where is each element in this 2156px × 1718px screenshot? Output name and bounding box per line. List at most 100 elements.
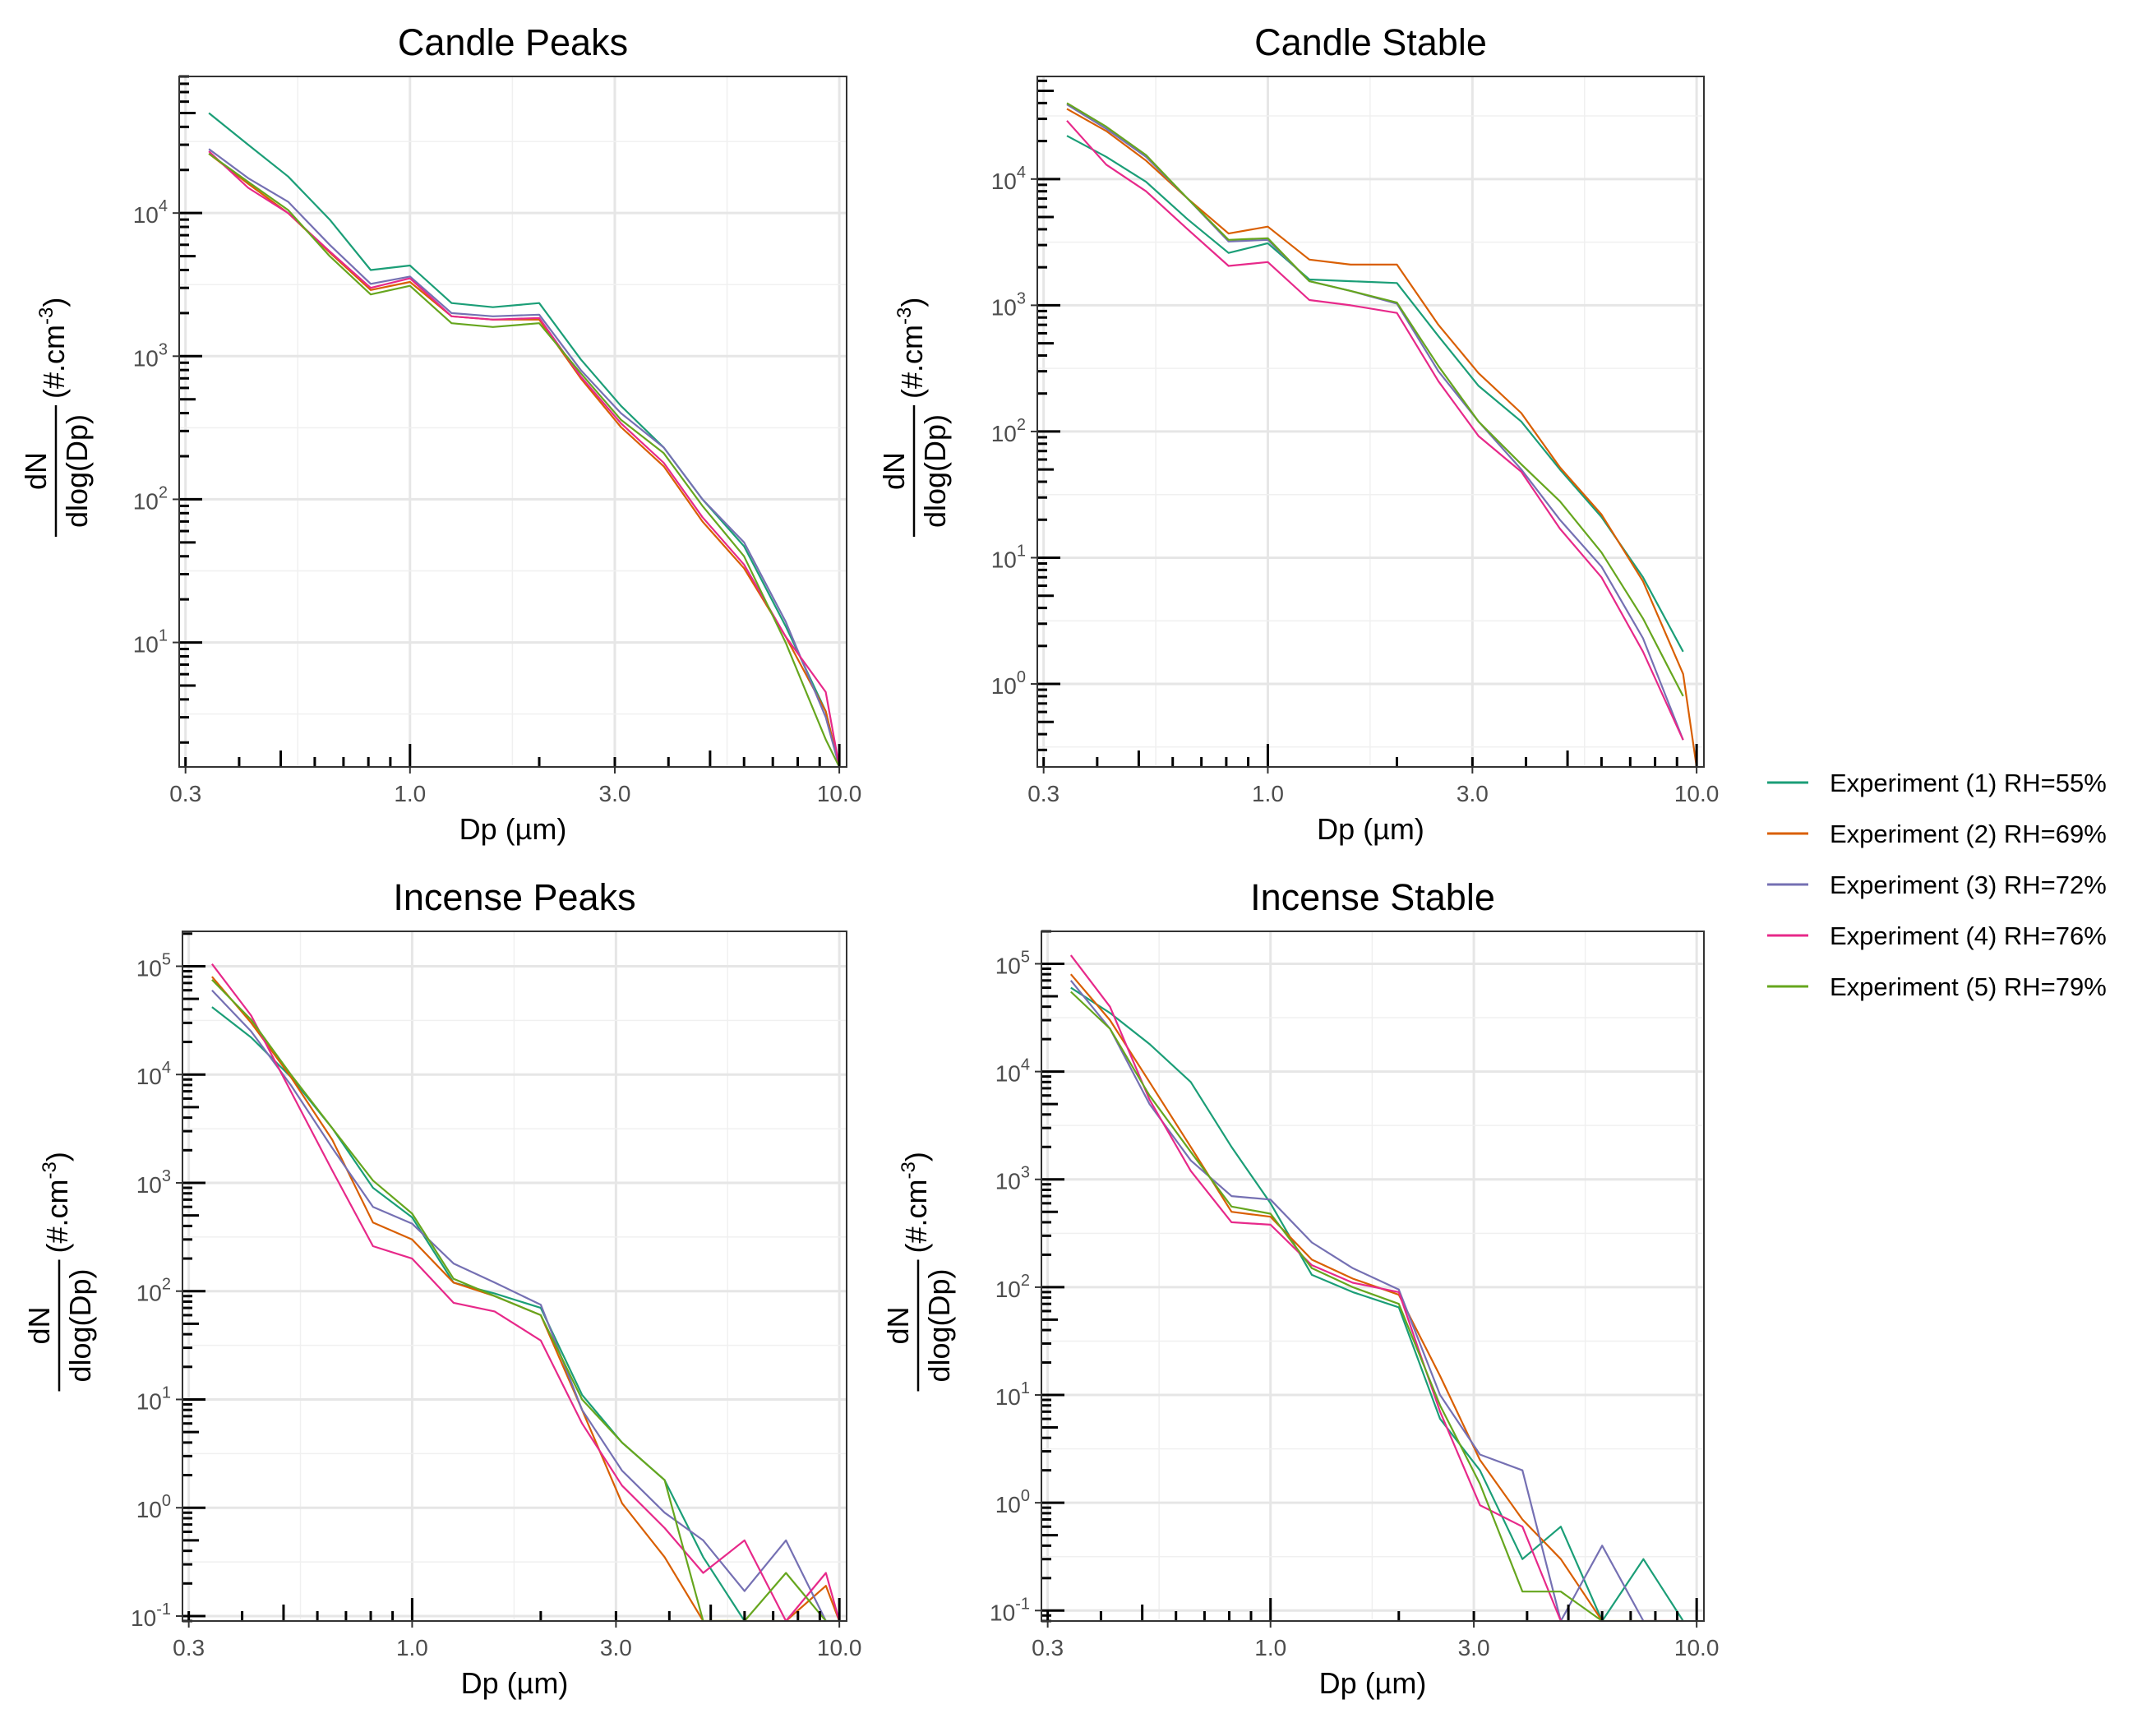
x-tick-label: 1.0 xyxy=(1254,1635,1286,1660)
y-tick-label: 100 xyxy=(995,1487,1030,1517)
y-title-denominator: dlog(Dp) xyxy=(918,414,952,528)
y-title-unit: (#.cm-3) xyxy=(35,298,71,399)
x-tick-label: 0.3 xyxy=(173,1635,205,1660)
gridlines xyxy=(1041,931,1704,1621)
y-tick-label: 104 xyxy=(136,1059,171,1089)
x-tick-label: 10.0 xyxy=(817,1635,862,1660)
y-tick-label: 105 xyxy=(995,948,1030,978)
x-axis-title: Dp (µm) xyxy=(1319,1666,1427,1700)
x-tick-label: 3.0 xyxy=(599,781,631,806)
axes: 0.3 1.0 3.0 10.0 100 101 102 103 104 xyxy=(991,164,1720,806)
legend-item-4: Experiment (4) RH=76% xyxy=(1767,921,2107,950)
y-axis-title: dN dlog(Dp) (#.cm-3) xyxy=(19,298,94,537)
series-lines xyxy=(1066,102,1698,767)
legend-label: Experiment (5) RH=79% xyxy=(1830,972,2107,1001)
x-tick-label: 0.3 xyxy=(1032,1635,1064,1660)
panel-title: Candle Stable xyxy=(1254,21,1487,63)
x-tick-label: 1.0 xyxy=(396,1635,428,1660)
y-tick-label: 10-1 xyxy=(131,1600,171,1631)
panel-border xyxy=(1036,76,1705,768)
panel-candle-stable: 0.3 1.0 3.0 10.0 100 101 102 103 104 Candle Stabl… xyxy=(877,21,1719,846)
y-title-denominator: dlog(Dp) xyxy=(63,1268,97,1382)
y-tick-label: 101 xyxy=(995,1379,1030,1410)
y-tick-label: 101 xyxy=(133,627,168,658)
y-axis-title: dN dlog(Dp) (#.cm-3) xyxy=(881,1152,956,1392)
series-lines xyxy=(1069,954,1684,1621)
y-title-unit: (#.cm-3) xyxy=(898,1152,933,1253)
series-line-5 xyxy=(1070,991,1603,1621)
legend: Experiment (1) RH=55% Experiment (2) RH=6… xyxy=(1767,769,2107,1001)
series-line-5 xyxy=(208,153,841,767)
panel-border xyxy=(178,76,847,768)
x-tick-label: 3.0 xyxy=(600,1635,632,1660)
y-title-unit: (#.cm-3) xyxy=(39,1152,74,1253)
x-tick-label: 0.3 xyxy=(1027,781,1060,806)
chart-panels: 0.3 1.0 3.0 10.0 101 102 103 104 Candle Peaks Dp … xyxy=(19,21,1719,1700)
series-line-3 xyxy=(211,989,840,1621)
log-ticks xyxy=(179,75,841,767)
x-tick-label: 1.0 xyxy=(1252,781,1284,806)
axes: 0.3 1.0 3.0 10.0 101 102 103 104 xyxy=(133,197,862,806)
panel-border xyxy=(182,931,847,1622)
y-tick-label: 102 xyxy=(133,483,168,514)
series-line-3 xyxy=(1069,980,1683,1621)
y-title-denominator: dlog(Dp) xyxy=(60,414,94,528)
y-tick-label: 100 xyxy=(991,668,1026,699)
y-tick-label: 102 xyxy=(995,1272,1030,1302)
legend-label: Experiment (1) RH=55% xyxy=(1830,769,2107,797)
panel-incense-stable: 0.3 1.0 3.0 10.0 10-1 100 101 102 103 104 105 Incen… xyxy=(881,876,1719,1700)
y-tick-label: 101 xyxy=(136,1383,171,1414)
y-tick-label: 103 xyxy=(133,340,168,371)
y-tick-label: 100 xyxy=(136,1492,171,1522)
y-tick-label: 10-1 xyxy=(990,1595,1030,1625)
legend-item-2: Experiment (2) RH=69% xyxy=(1767,820,2107,848)
y-tick-label: 105 xyxy=(136,950,171,981)
y-title-unit: (#.cm-3) xyxy=(893,298,929,399)
series-line-4 xyxy=(211,963,841,1621)
y-tick-label: 102 xyxy=(991,416,1026,446)
x-tick-label: 0.3 xyxy=(169,781,201,806)
legend-item-3: Experiment (3) RH=72% xyxy=(1767,871,2107,899)
x-tick-label: 10.0 xyxy=(1674,1635,1720,1660)
x-axis-title: Dp (µm) xyxy=(461,1666,569,1700)
y-title-numerator: dN xyxy=(19,452,53,490)
series-line-5 xyxy=(1066,102,1684,697)
legend-label: Experiment (3) RH=72% xyxy=(1830,871,2107,899)
y-title-numerator: dN xyxy=(881,1306,915,1344)
series-line-1 xyxy=(1070,986,1684,1621)
x-tick-label: 10.0 xyxy=(817,781,862,806)
y-tick-label: 104 xyxy=(133,197,168,228)
y-title-denominator: dlog(Dp) xyxy=(922,1268,956,1382)
axes: 0.3 1.0 3.0 10.0 10-1 100 101 102 103 104 105 xyxy=(131,950,861,1660)
x-tick-label: 3.0 xyxy=(1458,1635,1490,1660)
legend-item-1: Experiment (1) RH=55% xyxy=(1767,769,2107,797)
axes: 0.3 1.0 3.0 10.0 10-1 100 101 102 103 104 105 xyxy=(990,948,1719,1660)
series-line-4 xyxy=(1066,120,1684,741)
series-lines xyxy=(208,112,841,767)
y-tick-label: 103 xyxy=(991,289,1026,320)
series-line-4 xyxy=(1069,954,1562,1621)
legend-item-5: Experiment (5) RH=79% xyxy=(1767,972,2107,1001)
series-lines xyxy=(211,963,841,1621)
y-tick-label: 103 xyxy=(995,1164,1030,1194)
x-tick-label: 10.0 xyxy=(1674,781,1720,806)
panel-incense-peaks: 0.3 1.0 3.0 10.0 10-1 100 101 102 103 104 105 Incen… xyxy=(22,876,861,1700)
series-line-1 xyxy=(1066,135,1684,653)
panel-border xyxy=(1041,931,1705,1622)
series-line-4 xyxy=(208,150,841,767)
y-tick-label: 103 xyxy=(136,1167,171,1198)
x-axis-title: Dp (µm) xyxy=(1317,812,1424,846)
y-title-numerator: dN xyxy=(22,1306,56,1344)
series-line-1 xyxy=(208,112,841,767)
panel-candle-peaks: 0.3 1.0 3.0 10.0 101 102 103 104 Candle Peaks Dp … xyxy=(19,21,861,846)
panel-title: Incense Peaks xyxy=(393,876,635,918)
series-line-3 xyxy=(208,148,841,767)
series-line-5 xyxy=(211,979,840,1621)
y-tick-label: 104 xyxy=(991,164,1026,194)
panel-title: Incense Stable xyxy=(1250,876,1495,918)
log-ticks xyxy=(1037,79,1698,767)
x-tick-label: 3.0 xyxy=(1457,781,1489,806)
x-axis-title: Dp (µm) xyxy=(459,812,567,846)
legend-label: Experiment (4) RH=76% xyxy=(1830,921,2107,950)
